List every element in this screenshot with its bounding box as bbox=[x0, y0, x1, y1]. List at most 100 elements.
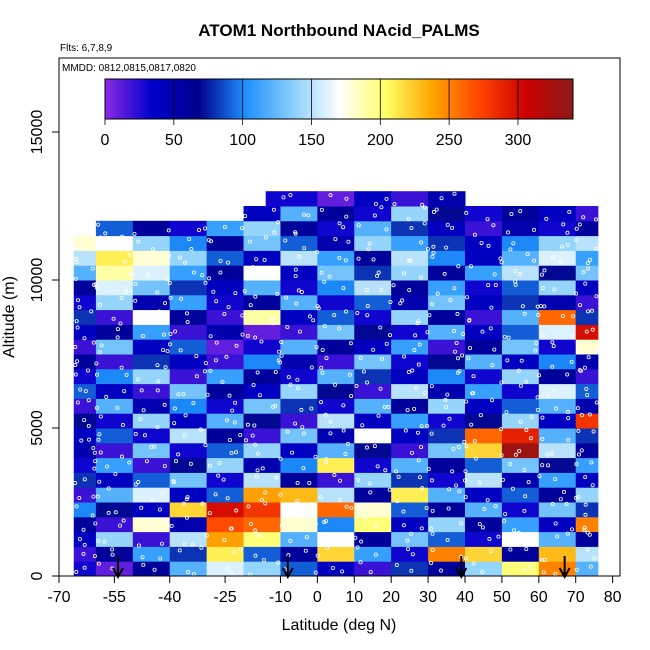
sample-marker bbox=[450, 469, 455, 474]
sample-marker bbox=[302, 212, 307, 217]
heatmap-cell bbox=[354, 546, 392, 562]
sample-marker bbox=[94, 405, 99, 410]
sample-marker bbox=[133, 482, 138, 487]
heatmap-cell bbox=[538, 383, 577, 399]
sample-marker bbox=[569, 359, 574, 364]
heatmap-cell bbox=[575, 531, 599, 547]
sample-marker bbox=[227, 393, 232, 398]
sample-marker bbox=[420, 486, 425, 491]
heatmap-cell bbox=[354, 191, 392, 207]
sample-marker bbox=[320, 370, 325, 375]
y-axis-label: Altitude (m) bbox=[1, 276, 18, 358]
colorbar-tick-label: 150 bbox=[298, 132, 325, 149]
heatmap-cell bbox=[169, 250, 208, 266]
heatmap-cell bbox=[243, 206, 281, 222]
sample-marker bbox=[296, 386, 301, 391]
sample-marker bbox=[73, 276, 78, 281]
sample-marker bbox=[361, 369, 366, 374]
sample-marker bbox=[115, 405, 120, 410]
heatmap-cell bbox=[280, 487, 318, 503]
heatmap-cell bbox=[95, 398, 134, 414]
plot-frame bbox=[58, 57, 621, 577]
heatmap-cell bbox=[538, 294, 577, 311]
sample-marker bbox=[348, 341, 353, 346]
sample-marker bbox=[82, 418, 87, 423]
sample-marker bbox=[542, 268, 547, 273]
sample-marker bbox=[443, 398, 448, 403]
x-tick-label: 10 bbox=[345, 589, 363, 606]
sample-marker bbox=[422, 390, 427, 395]
heatmap-cell bbox=[95, 487, 134, 503]
heatmap-cell bbox=[464, 531, 503, 547]
x-tick-label: -40 bbox=[158, 589, 181, 606]
sample-marker bbox=[462, 478, 467, 483]
sample-marker bbox=[400, 298, 405, 303]
sample-marker bbox=[75, 298, 80, 303]
sample-marker bbox=[319, 270, 324, 275]
x-tick-label: 60 bbox=[530, 589, 548, 606]
sample-marker bbox=[486, 283, 491, 288]
sample-marker bbox=[582, 525, 587, 530]
x-tick-label: 20 bbox=[382, 589, 400, 606]
sample-marker bbox=[478, 413, 483, 418]
sample-marker bbox=[182, 542, 187, 547]
sample-marker bbox=[96, 437, 101, 442]
sample-marker bbox=[489, 549, 494, 554]
sample-marker bbox=[229, 526, 234, 531]
sample-marker bbox=[584, 349, 589, 354]
heatmap-cell bbox=[317, 368, 355, 385]
sample-marker bbox=[472, 232, 477, 237]
sample-marker bbox=[73, 363, 78, 368]
sample-marker bbox=[211, 289, 216, 294]
heatmap-cell bbox=[501, 220, 540, 237]
sample-marker bbox=[345, 441, 350, 446]
sample-marker bbox=[435, 291, 440, 296]
sample-marker bbox=[383, 468, 388, 473]
heatmap-cell bbox=[206, 383, 245, 399]
heatmap-cell bbox=[391, 428, 429, 444]
sample-marker bbox=[535, 407, 540, 412]
heatmap-cell bbox=[169, 502, 208, 518]
sample-marker bbox=[122, 389, 127, 394]
heatmap-cell bbox=[575, 324, 599, 340]
sample-marker bbox=[519, 358, 524, 363]
sample-marker bbox=[505, 358, 510, 363]
sample-marker bbox=[355, 311, 360, 316]
sample-marker bbox=[367, 481, 372, 486]
heatmap-cell bbox=[280, 413, 318, 429]
sample-marker bbox=[584, 329, 589, 334]
sample-marker bbox=[273, 369, 278, 374]
sample-marker bbox=[94, 285, 99, 290]
sample-marker bbox=[577, 222, 582, 227]
sample-marker bbox=[539, 272, 544, 277]
heatmap-cell bbox=[354, 413, 392, 429]
sample-marker bbox=[162, 464, 167, 469]
heatmap-cell bbox=[317, 220, 355, 237]
heatmap-cell bbox=[95, 457, 134, 473]
sample-marker bbox=[332, 382, 337, 387]
sample-marker bbox=[82, 477, 87, 482]
sample-marker bbox=[409, 225, 414, 230]
sample-marker bbox=[92, 466, 97, 471]
heatmap-cell bbox=[280, 383, 318, 399]
heatmap-cell bbox=[428, 487, 466, 503]
chart-title: ATOM1 Northbound NAcid_PALMS bbox=[198, 21, 479, 40]
heatmap-cell bbox=[391, 442, 429, 459]
heatmap-cell bbox=[501, 502, 540, 518]
sample-marker bbox=[208, 463, 213, 468]
sample-marker bbox=[81, 527, 86, 532]
sample-marker bbox=[198, 427, 203, 432]
sample-marker bbox=[255, 468, 260, 473]
sample-marker bbox=[368, 570, 373, 575]
sample-marker bbox=[487, 537, 492, 542]
heatmap-cell bbox=[132, 250, 171, 266]
sample-marker bbox=[337, 221, 342, 226]
heatmap-cell bbox=[243, 561, 281, 576]
sample-marker bbox=[276, 560, 281, 565]
sample-marker bbox=[148, 257, 153, 262]
heatmap-cell bbox=[354, 428, 392, 444]
sample-marker bbox=[152, 444, 157, 449]
sample-marker bbox=[429, 561, 434, 566]
sample-marker bbox=[344, 309, 349, 314]
